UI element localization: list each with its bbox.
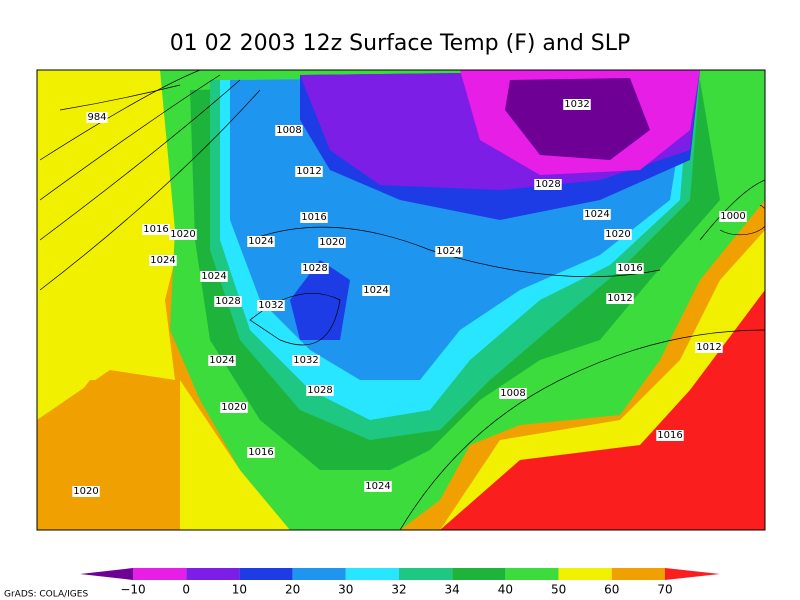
colorbar-segment xyxy=(345,568,399,580)
colorbar-segment xyxy=(558,568,612,580)
colorbar-segment xyxy=(292,568,346,580)
isobar-label-box xyxy=(583,209,611,220)
colorbar-tick-label: 60 xyxy=(604,583,619,597)
isobar-label-box xyxy=(435,246,463,257)
isobar-label: 1028 xyxy=(535,179,560,190)
colorbar-segment xyxy=(133,568,187,580)
isobar-label: 1008 xyxy=(276,125,301,136)
colorbar-segment xyxy=(452,568,506,580)
isobar-label-box xyxy=(214,296,242,307)
isobar-label: 1024 xyxy=(365,481,390,492)
isobar-label-box xyxy=(563,99,591,110)
isobar-label: 1008 xyxy=(500,388,525,399)
isobar-label-box xyxy=(499,388,527,399)
isobar-label-box xyxy=(606,293,634,304)
colorbar-tick-label: 40 xyxy=(498,583,513,597)
colorbar-tick-label: 34 xyxy=(445,583,460,597)
isobar-label-box xyxy=(257,300,285,311)
colorbar-tick-label: 10 xyxy=(232,583,247,597)
isobar-label-box xyxy=(208,355,236,366)
colorbar-tick-label: −10 xyxy=(120,583,145,597)
isobar-label: 984 xyxy=(87,112,106,123)
isobar-label: 1016 xyxy=(248,447,273,458)
isobar-label: 1016 xyxy=(143,224,168,235)
isobar-label: 1020 xyxy=(170,229,195,240)
isobar-label: 1012 xyxy=(696,342,721,353)
isobar-label-box xyxy=(301,263,329,274)
colorbar-segment xyxy=(239,568,293,580)
credit: GrADS: COLA/IGES xyxy=(4,590,88,600)
isobar-label: 1020 xyxy=(319,237,344,248)
isobar-label: 1028 xyxy=(307,385,332,396)
colorbar: −10 0 10 20 30 32 34 40 50 60 70 xyxy=(80,568,720,597)
isobar-label-box xyxy=(200,271,228,282)
isobar-label-box xyxy=(247,447,275,458)
colorbar-tick-label: 32 xyxy=(391,583,406,597)
isobar-label: 1016 xyxy=(301,212,326,223)
isobar-label-box xyxy=(656,430,684,441)
isobar-label-box xyxy=(695,342,723,353)
colorbar-tick-label: 70 xyxy=(657,583,672,597)
colorbar-tick-label: 0 xyxy=(182,583,190,597)
isobar-label: 1032 xyxy=(293,355,318,366)
isobar-label-box xyxy=(300,212,328,223)
isobar-label: 1012 xyxy=(296,166,321,177)
isobar-label: 1024 xyxy=(363,285,388,296)
isobar-label: 1000 xyxy=(720,211,745,222)
map-field xyxy=(37,70,765,530)
isobar-label-box xyxy=(318,237,346,248)
colorbar-segment xyxy=(505,568,559,580)
title: 01 02 2003 12z Surface Temp (F) and SLP xyxy=(170,31,631,56)
isobar-label-box xyxy=(72,486,100,497)
isobar-label-box xyxy=(220,402,248,413)
colorbar-segment xyxy=(399,568,453,580)
isobar-label: 1024 xyxy=(209,355,234,366)
isobar-label: 1024 xyxy=(436,246,461,257)
isobar-label: 1024 xyxy=(201,271,226,282)
isobar-label-box xyxy=(169,229,197,240)
isobar-label-box xyxy=(534,179,562,190)
isobar-label-box xyxy=(275,125,303,136)
map-frame xyxy=(36,69,766,531)
colorbar-tick-label: 20 xyxy=(285,583,300,597)
colorbar-tick-label: 50 xyxy=(551,583,566,597)
isobar-label: 1020 xyxy=(221,402,246,413)
isobar-label-box xyxy=(292,355,320,366)
colorbar-arrow xyxy=(665,568,720,580)
isobar-label-box xyxy=(306,385,334,396)
isobar-label-box xyxy=(142,224,170,235)
isobar-label: 1024 xyxy=(584,209,609,220)
isobar-label-box xyxy=(247,236,275,247)
isobar-label-box xyxy=(362,285,390,296)
isobar-label: 1020 xyxy=(73,486,98,497)
isobar-label-box xyxy=(149,255,177,266)
colorbar-segment xyxy=(186,568,240,580)
isobar-label: 1032 xyxy=(258,300,283,311)
isobar-label: 1024 xyxy=(150,255,175,266)
isobar-label: 1020 xyxy=(605,229,630,240)
isobar-label: 1028 xyxy=(215,296,240,307)
isobar-label: 1028 xyxy=(302,263,327,274)
colorbar-tick-label: 30 xyxy=(338,583,353,597)
isobar-label-box xyxy=(719,211,747,222)
colorbar-segment xyxy=(611,568,665,580)
isobar-label: 1032 xyxy=(564,99,589,110)
isobar-label-box xyxy=(295,166,323,177)
isobar-label-box xyxy=(364,481,392,492)
isobar-label: 1024 xyxy=(248,236,273,247)
isobar-label: 1012 xyxy=(607,293,632,304)
colorbar-arrow xyxy=(80,568,133,580)
isobar-label-box xyxy=(604,229,632,240)
isobar-label: 1016 xyxy=(617,263,642,274)
isobar-label: 1016 xyxy=(657,430,682,441)
isobar-label-box xyxy=(616,263,644,274)
isobar-label-box xyxy=(86,112,108,123)
